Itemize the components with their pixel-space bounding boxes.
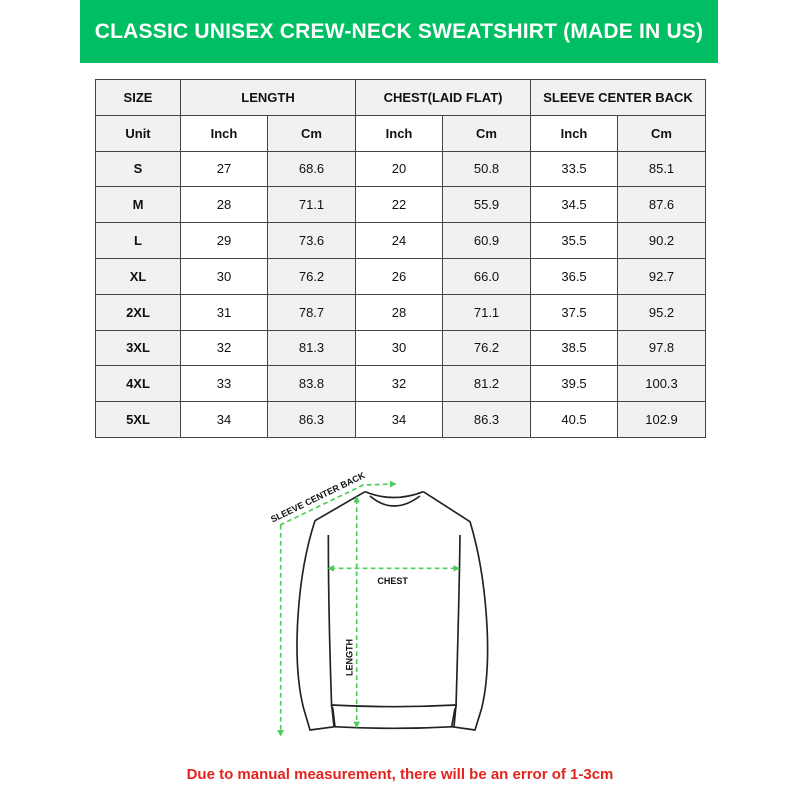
sleeve-label: SLEEVE CENTER BACK: [269, 470, 367, 525]
unit-row: Unit Inch Cm Inch Cm Inch Cm: [95, 114, 707, 152]
value-cell: 76.2: [442, 329, 532, 367]
value-cell: 36.5: [530, 257, 619, 295]
value-cell: 85.1: [617, 150, 707, 188]
value-cell: 100.3: [617, 365, 707, 403]
value-cell: 60.9: [442, 222, 532, 259]
unit-cell: Inch: [530, 114, 619, 152]
measurement-note: Due to manual measurement, there will be…: [186, 766, 614, 783]
table-row: 2XL 31 78.7 28 71.1 37.5 95.2: [95, 293, 707, 331]
value-cell: 40.5: [530, 401, 619, 438]
value-cell: 92.7: [617, 257, 707, 295]
value-cell: 34: [180, 401, 268, 438]
header-row: SIZE LENGTH CHEST(LAID FLAT) SLEEVE CENT…: [95, 79, 707, 116]
title-banner: CLASSIC UNISEX CREW-NECK SWEATSHIRT (MAD…: [80, 0, 718, 63]
table-row: 3XL 32 81.3 30 76.2 38.5 97.8: [95, 329, 707, 367]
header-sleeve: SLEEVE CENTER BACK: [530, 79, 707, 116]
length-label: LENGTH: [344, 639, 354, 676]
size-cell: S: [95, 150, 181, 188]
table-row: S 27 68.6 20 50.8 33.5 85.1: [95, 150, 707, 188]
value-cell: 83.8: [266, 365, 357, 403]
unit-cell: Cm: [266, 114, 357, 152]
value-cell: 68.6: [266, 150, 357, 188]
value-cell: 73.6: [266, 222, 357, 259]
value-cell: 71.1: [442, 293, 532, 331]
value-cell: 86.3: [442, 401, 532, 438]
value-cell: 50.8: [442, 150, 532, 188]
value-cell: 95.2: [617, 293, 707, 331]
value-cell: 35.5: [530, 222, 619, 259]
size-cell: 2XL: [95, 293, 181, 331]
table-row: L 29 73.6 24 60.9 35.5 90.2: [95, 222, 707, 259]
value-cell: 30: [180, 257, 268, 295]
unit-label: Unit: [95, 114, 181, 152]
unit-cell: Inch: [180, 114, 268, 152]
value-cell: 78.7: [266, 293, 357, 331]
unit-cell: Cm: [617, 114, 707, 152]
header-length: LENGTH: [179, 79, 357, 116]
value-cell: 76.2: [266, 257, 357, 295]
sleeve-guide: [279, 480, 397, 526]
value-cell: 38.5: [530, 329, 619, 367]
value-cell: 90.2: [617, 222, 707, 259]
value-cell: 28: [355, 293, 444, 331]
unit-cell: Inch: [355, 114, 444, 152]
value-cell: 26: [355, 257, 444, 295]
value-cell: 66.0: [442, 257, 532, 295]
chest-label: CHEST: [377, 576, 408, 586]
value-cell: 55.9: [442, 186, 532, 224]
value-cell: 34.5: [530, 186, 619, 224]
page-title: CLASSIC UNISEX CREW-NECK SWEATSHIRT (MAD…: [94, 19, 704, 43]
value-cell: 20: [355, 150, 444, 188]
table-row: 4XL 33 83.8 32 81.2 39.5 100.3: [95, 365, 707, 403]
table-row: XL 30 76.2 26 66.0 36.5 92.7: [95, 257, 707, 295]
value-cell: 33.5: [530, 150, 619, 188]
value-cell: 22: [355, 186, 444, 224]
value-cell: 81.2: [442, 365, 532, 403]
size-cell: L: [95, 222, 181, 259]
header-chest: CHEST(LAID FLAT): [355, 79, 532, 116]
size-cell: 4XL: [95, 365, 181, 403]
sweatshirt-diagram: SLEEVE CENTER BACK CHEST LENGTH: [269, 470, 489, 737]
value-cell: 87.6: [617, 186, 707, 224]
header-size: SIZE: [95, 79, 181, 116]
value-cell: 71.1: [266, 186, 357, 224]
value-cell: 86.3: [266, 401, 357, 438]
unit-cell: Cm: [442, 114, 532, 152]
value-cell: 33: [180, 365, 268, 403]
size-cell: 5XL: [95, 401, 181, 438]
table-row: M 28 71.1 22 55.9 34.5 87.6: [95, 186, 707, 224]
value-cell: 30: [355, 329, 444, 367]
size-cell: XL: [95, 257, 181, 295]
value-cell: 31: [180, 293, 268, 331]
value-cell: 37.5: [530, 293, 619, 331]
size-cell: M: [95, 186, 181, 224]
value-cell: 27: [180, 150, 268, 188]
value-cell: 32: [355, 365, 444, 403]
value-cell: 39.5: [530, 365, 619, 403]
size-chart-table: SIZE LENGTH CHEST(LAID FLAT) SLEEVE CENT…: [95, 79, 707, 438]
value-cell: 24: [355, 222, 444, 259]
value-cell: 102.9: [617, 401, 707, 438]
sweatshirt-outline: [296, 490, 489, 731]
value-cell: 81.3: [266, 329, 357, 367]
value-cell: 32: [180, 329, 268, 367]
table-row: 5XL 34 86.3 34 86.3 40.5 102.9: [95, 401, 707, 438]
value-cell: 34: [355, 401, 444, 438]
size-cell: 3XL: [95, 329, 181, 367]
measure-guides: [277, 480, 460, 737]
value-cell: 97.8: [617, 329, 707, 367]
value-cell: 28: [180, 186, 268, 224]
value-cell: 29: [180, 222, 268, 259]
